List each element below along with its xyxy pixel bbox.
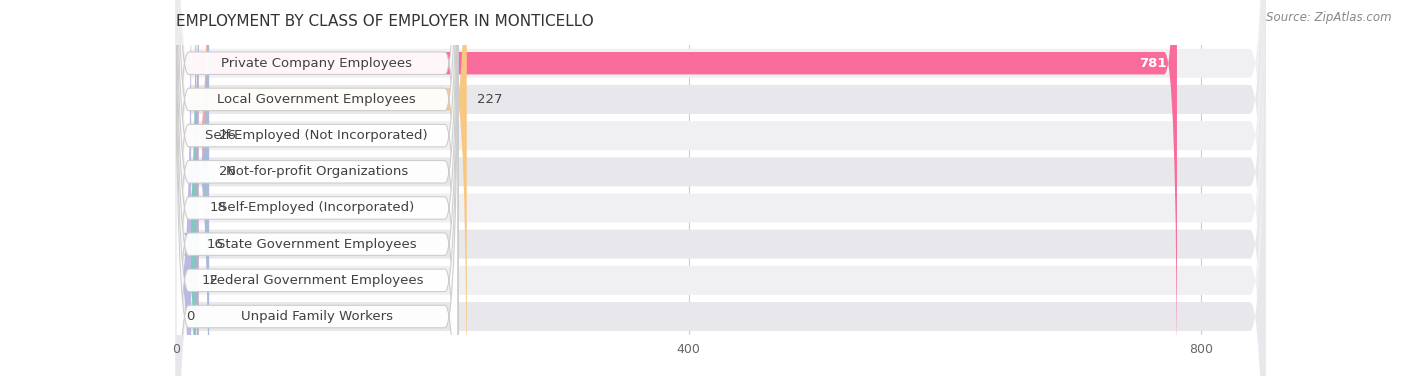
Text: Self-Employed (Incorporated): Self-Employed (Incorporated) [219,202,415,214]
FancyBboxPatch shape [176,0,458,376]
Text: 0: 0 [186,310,194,323]
Text: EMPLOYMENT BY CLASS OF EMPLOYER IN MONTICELLO: EMPLOYMENT BY CLASS OF EMPLOYER IN MONTI… [176,14,593,29]
FancyBboxPatch shape [176,0,467,376]
FancyBboxPatch shape [176,0,1265,376]
FancyBboxPatch shape [176,0,191,376]
FancyBboxPatch shape [176,0,458,376]
Text: State Government Employees: State Government Employees [217,238,416,251]
FancyBboxPatch shape [176,0,1177,376]
FancyBboxPatch shape [176,0,1265,376]
FancyBboxPatch shape [176,0,209,376]
FancyBboxPatch shape [176,0,1265,376]
FancyBboxPatch shape [176,0,197,376]
FancyBboxPatch shape [176,0,458,376]
FancyBboxPatch shape [176,0,458,376]
Text: 16: 16 [207,238,224,251]
Text: Federal Government Employees: Federal Government Employees [209,274,423,287]
Text: Private Company Employees: Private Company Employees [221,57,412,70]
FancyBboxPatch shape [176,0,458,376]
FancyBboxPatch shape [176,0,458,376]
FancyBboxPatch shape [176,0,1265,376]
Text: Unpaid Family Workers: Unpaid Family Workers [240,310,392,323]
Text: Local Government Employees: Local Government Employees [218,93,416,106]
FancyBboxPatch shape [176,0,1265,376]
FancyBboxPatch shape [176,0,198,376]
Text: Self-Employed (Not Incorporated): Self-Employed (Not Incorporated) [205,129,427,142]
Text: 26: 26 [219,165,236,178]
Text: 26: 26 [219,129,236,142]
Text: 12: 12 [201,274,218,287]
FancyBboxPatch shape [176,0,458,376]
FancyBboxPatch shape [176,0,209,376]
Text: 227: 227 [477,93,502,106]
Text: 781: 781 [1139,57,1167,70]
FancyBboxPatch shape [176,0,458,376]
FancyBboxPatch shape [176,0,1265,376]
FancyBboxPatch shape [176,0,1265,376]
FancyBboxPatch shape [176,0,1265,376]
Text: Not-for-profit Organizations: Not-for-profit Organizations [225,165,408,178]
Text: 18: 18 [209,202,226,214]
Text: Source: ZipAtlas.com: Source: ZipAtlas.com [1267,11,1392,24]
